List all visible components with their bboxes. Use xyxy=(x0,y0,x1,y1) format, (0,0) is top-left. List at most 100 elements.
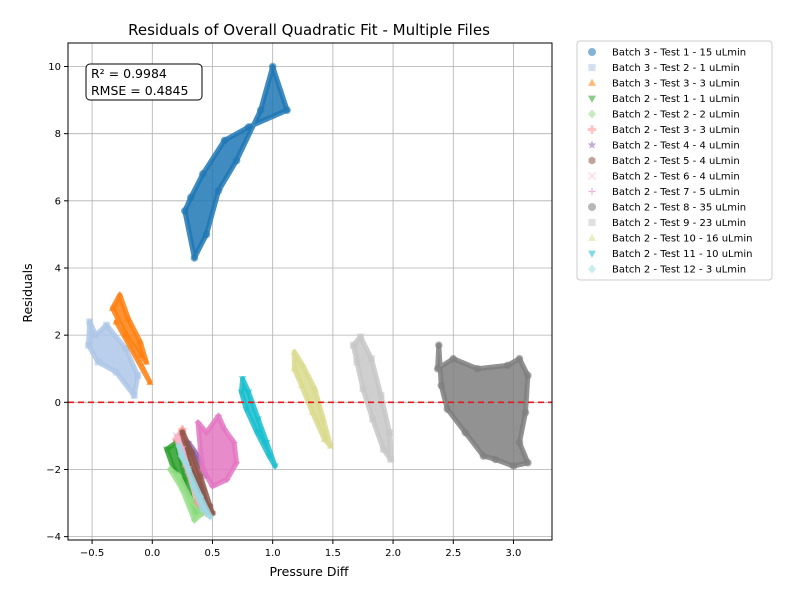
x-tick-label: 2.0 xyxy=(385,548,401,559)
legend-item: Batch 2 - Test 7 - 5 uLmin xyxy=(588,187,740,198)
data-point xyxy=(122,331,130,338)
legend-marker xyxy=(588,264,596,274)
data-point xyxy=(283,106,291,114)
y-tick-label: 2 xyxy=(55,331,61,342)
data-point xyxy=(232,156,241,165)
y-tick-label: 8 xyxy=(55,129,61,140)
data-point xyxy=(377,392,385,400)
series-13 xyxy=(290,347,335,449)
data-point xyxy=(189,481,197,491)
chart-title: Residuals of Overall Quadratic Fit - Mul… xyxy=(128,21,490,39)
y-tick-label: −2 xyxy=(46,465,61,476)
data-point xyxy=(320,435,329,442)
x-tick-label: 1.5 xyxy=(325,548,341,559)
data-point xyxy=(503,361,512,370)
legend-item: Batch 2 - Test 1 - 1 uLmin xyxy=(588,94,740,105)
data-point xyxy=(387,456,395,463)
series-10 xyxy=(194,412,240,490)
legend-marker xyxy=(587,171,597,181)
series-cloud xyxy=(350,334,394,462)
data-point xyxy=(353,358,361,366)
legend-label: Batch 2 - Test 4 - 4 uLmin xyxy=(612,141,740,152)
series-2 xyxy=(85,318,142,400)
data-point xyxy=(253,429,261,437)
data-point xyxy=(308,408,317,416)
data-point xyxy=(299,361,307,369)
x-tick-label: 2.5 xyxy=(445,548,461,559)
legend-label: Batch 3 - Test 2 - 1 uLmin xyxy=(612,63,740,74)
data-point xyxy=(182,458,190,468)
data-point xyxy=(326,441,335,449)
data-point xyxy=(265,453,273,461)
legend-label: Batch 2 - Test 7 - 5 uLmin xyxy=(612,187,740,198)
data-point xyxy=(103,321,110,329)
legend-item: Batch 2 - Test 12 - 3 uLmin xyxy=(588,264,746,276)
data-point xyxy=(461,428,470,437)
data-point xyxy=(271,463,279,471)
data-point xyxy=(449,354,458,363)
data-point xyxy=(130,392,138,400)
rmse-text: RMSE = 0.4845 xyxy=(91,83,188,98)
data-point xyxy=(237,389,246,397)
data-point xyxy=(190,515,199,525)
data-point xyxy=(199,466,207,473)
legend-label: Batch 2 - Test 11 - 10 uLmin xyxy=(612,249,752,260)
legend-marker xyxy=(588,218,596,227)
data-point xyxy=(188,448,196,457)
data-point xyxy=(112,317,120,325)
data-point xyxy=(524,371,532,380)
data-point xyxy=(142,357,150,365)
data-point xyxy=(290,347,299,355)
data-point xyxy=(380,445,387,453)
y-tick-label: 4 xyxy=(55,263,61,274)
legend-item: Batch 2 - Test 3 - 3 uLmin xyxy=(587,125,740,136)
data-point xyxy=(206,512,214,521)
data-point xyxy=(116,290,124,298)
data-point xyxy=(262,439,271,447)
legend-marker xyxy=(588,156,596,165)
data-point xyxy=(509,462,518,470)
data-point xyxy=(357,333,364,341)
legend-label: Batch 3 - Test 3 - 3 uLmin xyxy=(612,79,740,90)
legend-label: Batch 2 - Test 1 - 1 uLmin xyxy=(612,94,740,105)
data-point xyxy=(175,441,183,451)
data-point xyxy=(319,415,327,422)
data-point xyxy=(491,455,500,464)
data-point xyxy=(369,415,377,423)
data-point xyxy=(146,378,154,385)
data-point xyxy=(221,425,228,433)
legend-item: Batch 2 - Test 2 - 2 uLmin xyxy=(588,109,740,121)
series-cloud xyxy=(86,319,141,399)
legend-label: Batch 2 - Test 6 - 4 uLmin xyxy=(612,172,740,183)
data-point xyxy=(521,408,530,417)
data-point xyxy=(199,505,207,515)
data-point xyxy=(256,106,265,114)
data-point xyxy=(238,376,247,383)
data-point xyxy=(122,345,130,352)
data-point xyxy=(368,355,375,363)
ticks: −0.5 0.0 0.5 1.0 1.5 2.0 2.5 3.0 −4 −2 0 2 4 6 8 10 xyxy=(46,62,521,559)
data-point xyxy=(268,62,277,71)
data-point xyxy=(196,491,205,501)
legend-marker xyxy=(588,233,596,241)
data-point xyxy=(220,136,229,145)
legend-label: Batch 2 - Test 8 - 35 uLmin xyxy=(612,203,746,214)
y-tick-label: 6 xyxy=(55,196,61,207)
data-point xyxy=(108,304,117,312)
series-cloud xyxy=(195,413,240,489)
grid xyxy=(68,43,552,540)
data-point xyxy=(359,385,367,393)
series-12 xyxy=(349,333,395,463)
data-point xyxy=(515,354,524,363)
series-1 xyxy=(180,62,291,262)
legend-marker xyxy=(587,125,597,134)
data-point xyxy=(244,389,253,397)
data-point xyxy=(179,428,186,437)
legend: Batch 3 - Test 1 - 15 uLmin Batch 3 - Tes… xyxy=(576,40,773,281)
legend-label: Batch 2 - Test 2 - 2 uLmin xyxy=(612,110,740,121)
data-point xyxy=(215,412,222,420)
data-point xyxy=(290,364,299,372)
data-point xyxy=(230,439,238,447)
y-axis-label: Residuals xyxy=(20,263,35,322)
